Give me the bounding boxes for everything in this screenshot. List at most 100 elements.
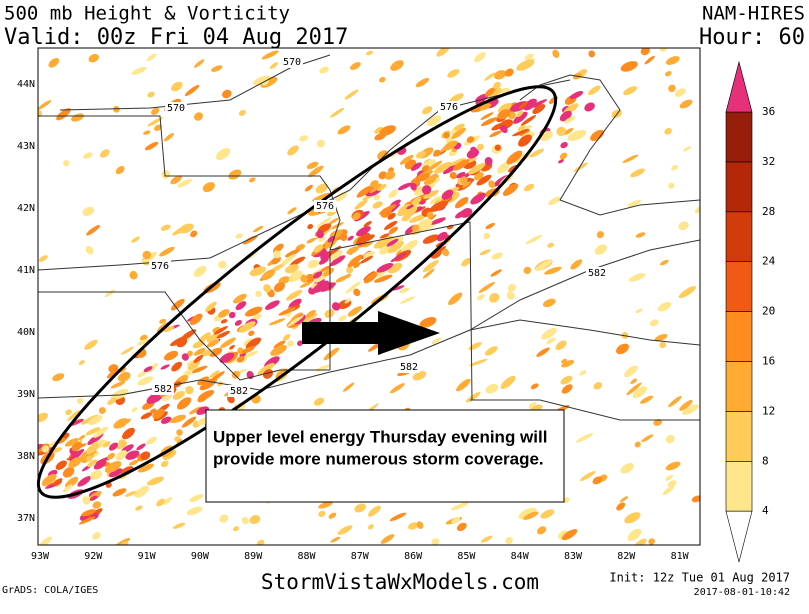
vorticity-cell — [337, 525, 353, 535]
vorticity-cell — [512, 129, 530, 137]
colorbar-under — [725, 510, 753, 563]
vorticity-cell — [147, 91, 155, 98]
vorticity-cell — [79, 454, 89, 464]
vorticity-cell — [48, 57, 60, 68]
vorticity-cell — [409, 214, 427, 223]
vorticity-cell — [532, 104, 546, 114]
lon-label: 82W — [617, 551, 636, 562]
lon-label: 88W — [297, 551, 316, 562]
vorticity-cell — [460, 176, 468, 185]
vorticity-cell — [319, 254, 331, 265]
vorticity-cell — [376, 184, 387, 191]
vorticity-cell — [92, 452, 100, 457]
vorticity-cell — [504, 68, 514, 77]
vorticity-cell — [671, 165, 678, 171]
vorticity-cell — [454, 123, 465, 131]
vorticity-cell — [52, 478, 63, 486]
vorticity-cell — [136, 443, 146, 451]
vorticity-cell — [415, 206, 423, 212]
vorticity-cell — [160, 364, 170, 370]
vorticity-cell — [468, 162, 486, 175]
vorticity-cell — [352, 212, 361, 221]
vorticity-cell — [318, 236, 326, 243]
vorticity-cell — [367, 524, 374, 530]
vorticity-cell — [516, 110, 524, 117]
vorticity-cell — [634, 441, 641, 448]
vorticity-cell — [484, 72, 496, 81]
vorticity-cell — [520, 115, 537, 126]
vorticity-cell — [400, 296, 415, 304]
vorticity-cell — [71, 113, 84, 122]
colorbar-block — [725, 161, 753, 213]
vorticity-cell — [220, 319, 228, 324]
vorticity-cell — [198, 332, 211, 344]
vorticity-cell — [640, 395, 654, 404]
vorticity-cell — [411, 224, 420, 232]
vorticity-cell — [619, 496, 629, 503]
vorticity-cell — [536, 526, 547, 535]
vorticity-cell — [143, 130, 151, 135]
lat-label: 44N — [17, 79, 35, 90]
vorticity-cell — [328, 512, 337, 519]
lat-label: 42N — [17, 203, 35, 214]
vorticity-cell — [337, 125, 351, 135]
vorticity-cell — [238, 321, 256, 333]
vorticity-cell — [507, 283, 517, 292]
lon-label: 93W — [31, 551, 50, 562]
vorticity-cell — [320, 282, 336, 292]
vorticity-cell — [369, 183, 382, 194]
vorticity-cell — [189, 313, 203, 326]
vorticity-cell — [71, 442, 83, 452]
lon-label: 86W — [404, 551, 423, 562]
vorticity-cell — [402, 205, 418, 217]
vorticity-cell — [679, 99, 693, 109]
vorticity-cell — [191, 365, 208, 374]
vorticity-cell — [186, 506, 203, 516]
colorbar-block — [725, 311, 753, 362]
vorticity-cell — [546, 337, 556, 344]
vorticity-cell — [560, 375, 573, 385]
vorticity-cell — [544, 266, 562, 275]
vorticity-cell — [384, 171, 396, 180]
vorticity-cell — [120, 346, 135, 355]
vorticity-cell — [228, 169, 242, 180]
vorticity-cell — [430, 217, 446, 225]
vorticity-cell — [678, 221, 689, 231]
vorticity-cell — [124, 491, 137, 497]
vorticity-cell — [306, 237, 316, 244]
vorticity-cell — [579, 370, 587, 376]
vorticity-cell — [273, 282, 285, 293]
vorticity-cell — [67, 410, 80, 422]
vorticity-cell — [55, 460, 67, 470]
vorticity-cell — [370, 180, 379, 188]
vorticity-cell — [62, 484, 73, 493]
vorticity-cell — [372, 201, 383, 209]
vorticity-cell — [93, 460, 107, 470]
vorticity-cell — [682, 404, 699, 415]
vorticity-cell — [185, 386, 194, 395]
vorticity-cell — [564, 116, 576, 124]
vorticity-cell — [92, 501, 102, 509]
vorticity-cell — [665, 434, 675, 444]
vorticity-cell — [373, 194, 380, 201]
vorticity-cell — [373, 274, 393, 283]
vorticity-cell — [451, 516, 461, 524]
vorticity-cell — [176, 439, 183, 445]
contour-label: 582 — [154, 384, 172, 395]
colorbar-block — [725, 460, 753, 512]
vorticity-cell — [281, 258, 291, 266]
vorticity-cell — [156, 498, 165, 507]
vorticity-cell — [461, 258, 471, 267]
vorticity-cell — [131, 407, 138, 413]
vorticity-cell — [490, 269, 502, 277]
vorticity-cell — [362, 251, 375, 259]
vorticity-cell — [171, 361, 183, 372]
colorbar-block — [725, 211, 753, 263]
vorticity-cell — [552, 49, 560, 58]
vorticity-cell — [497, 161, 510, 174]
vorticity-cell — [561, 384, 573, 394]
vorticity-cell — [187, 359, 201, 370]
vorticity-cell — [443, 140, 458, 151]
vorticity-cell — [192, 340, 205, 349]
vorticity-cell — [484, 157, 493, 166]
